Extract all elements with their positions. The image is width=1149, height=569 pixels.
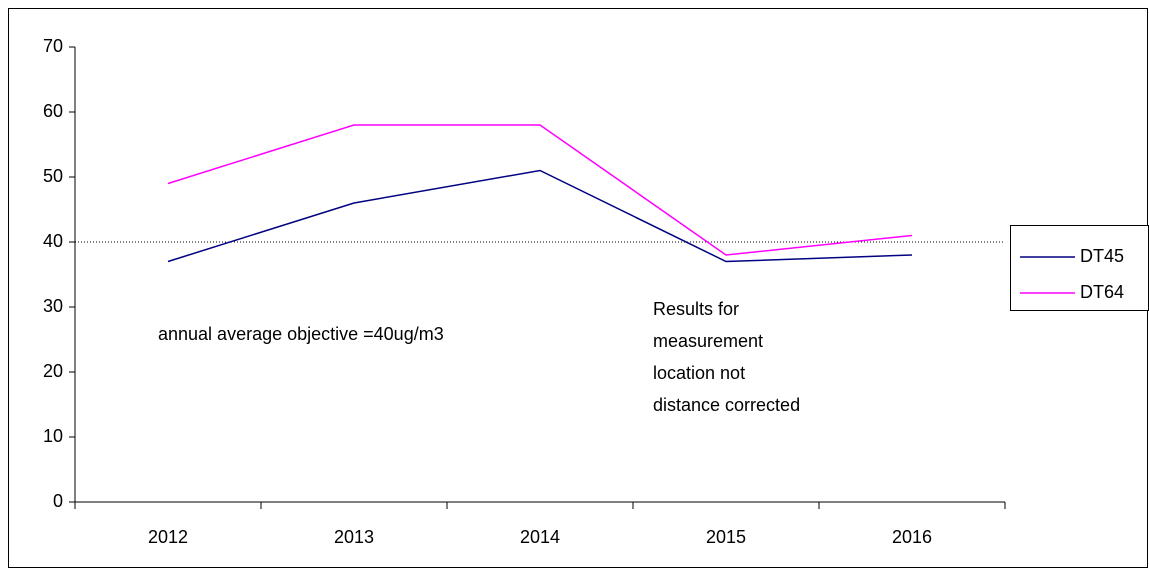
- legend-label: DT64: [1080, 282, 1124, 302]
- annotation: location not: [653, 363, 745, 383]
- y-tick-label: 50: [43, 166, 63, 186]
- y-tick-label: 10: [43, 426, 63, 446]
- annotation: annual average objective =40ug/m3: [158, 324, 444, 344]
- chart-frame: [8, 8, 1148, 568]
- annotation: Results for: [653, 299, 739, 319]
- series-line: [167, 169, 913, 263]
- legend-label: DT45: [1080, 246, 1124, 266]
- legend-box: [1010, 225, 1149, 311]
- y-tick-label: 40: [43, 231, 63, 251]
- x-tick-label: 2015: [706, 527, 746, 547]
- annotation: measurement: [653, 331, 763, 351]
- y-tick-label: 20: [43, 361, 63, 381]
- x-tick-label: 2014: [520, 527, 560, 547]
- x-tick-label: 2012: [148, 527, 188, 547]
- annotation: distance corrected: [653, 395, 800, 415]
- series-line: [167, 124, 913, 256]
- x-tick-label: 2013: [334, 527, 374, 547]
- y-tick-label: 30: [43, 296, 63, 316]
- y-tick-label: 60: [43, 101, 63, 121]
- y-tick-label: 70: [43, 36, 63, 56]
- y-tick-label: 0: [53, 491, 63, 511]
- x-tick-label: 2016: [892, 527, 932, 547]
